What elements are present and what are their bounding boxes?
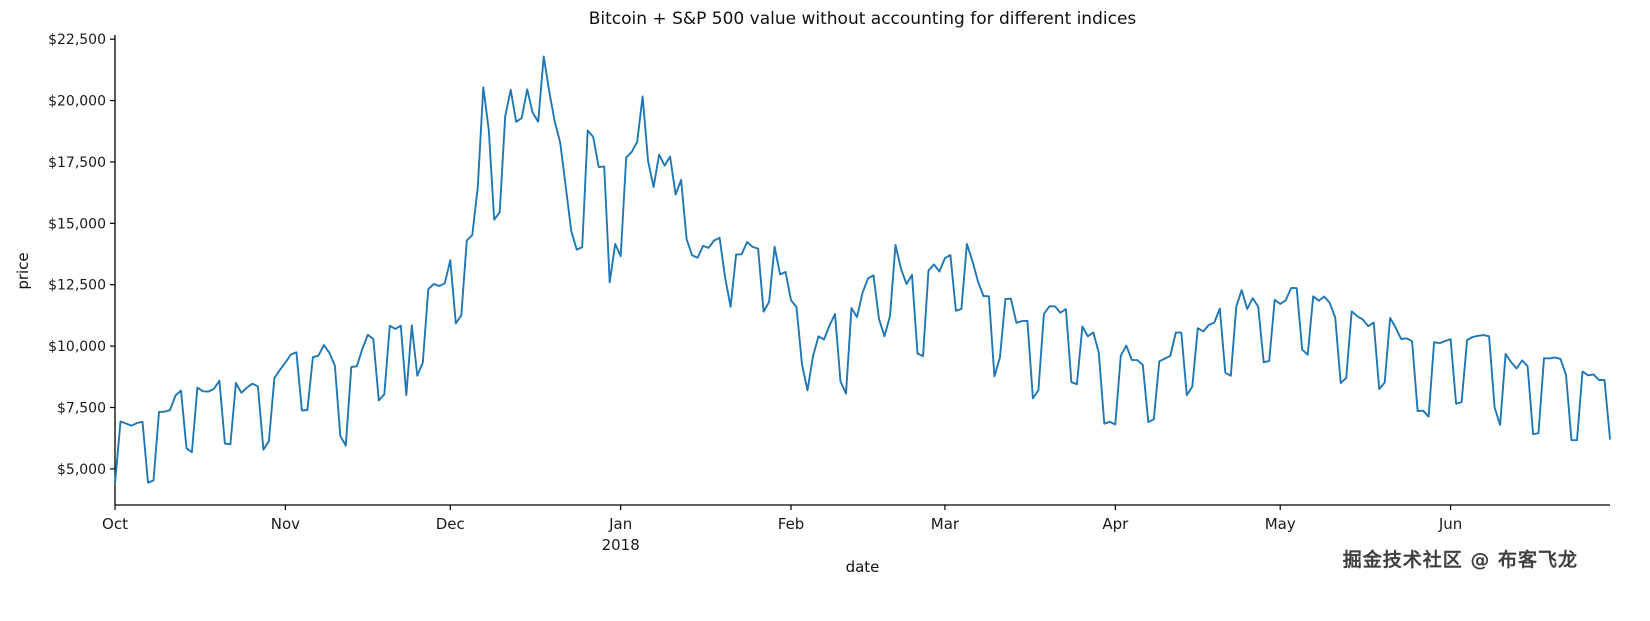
y-tick-label: $22,500 bbox=[48, 32, 106, 48]
x-axis-title: date bbox=[845, 558, 880, 576]
y-tick-label: $12,500 bbox=[48, 278, 106, 294]
x-tick-label: Oct bbox=[102, 515, 128, 533]
y-tick-label: $10,000 bbox=[48, 339, 106, 355]
y-tick-label: $17,500 bbox=[48, 155, 106, 171]
x-tick-label: Jan bbox=[608, 515, 632, 533]
x-tick-label: May bbox=[1265, 515, 1296, 533]
x-axis-year-label: 2018 bbox=[602, 536, 640, 554]
x-tick-label: Mar bbox=[931, 515, 960, 533]
chart-title: Bitcoin + S&P 500 value without accounti… bbox=[588, 9, 1137, 29]
x-tick-label: Jun bbox=[1438, 515, 1462, 533]
x-tick-label: Dec bbox=[436, 515, 465, 533]
price-line bbox=[114, 55, 1611, 485]
y-tick-label: $20,000 bbox=[48, 94, 106, 110]
y-tick-label: $7,500 bbox=[57, 401, 106, 417]
watermark: 掘金技术社区 @ 布客飞龙 bbox=[1342, 549, 1578, 571]
x-tick-label: Apr bbox=[1102, 515, 1129, 533]
x-tick-label: Feb bbox=[778, 515, 805, 533]
y-axis-title: price bbox=[14, 252, 32, 290]
x-tick-label: Nov bbox=[271, 515, 300, 533]
y-tick-label: $5,000 bbox=[57, 462, 106, 478]
y-tick-label: $15,000 bbox=[48, 216, 106, 232]
